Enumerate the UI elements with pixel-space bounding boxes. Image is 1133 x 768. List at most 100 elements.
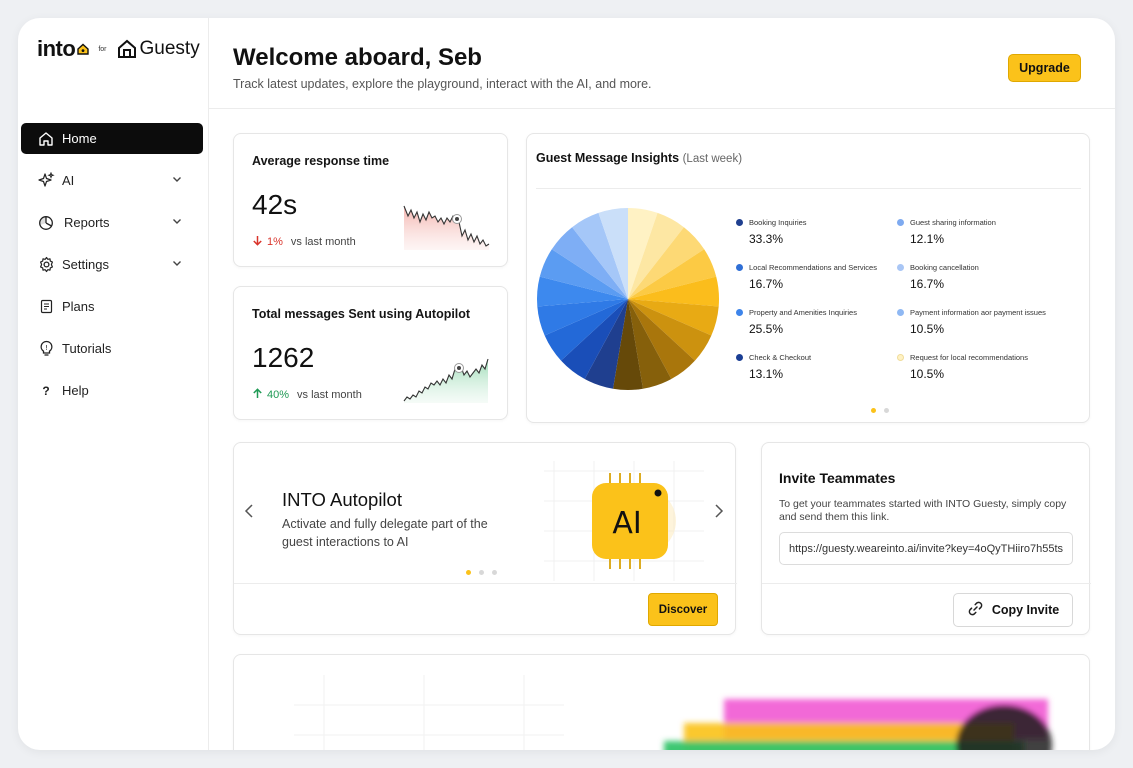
legend-item: Guest sharing information 12.1%	[897, 218, 1057, 246]
legend-label: Payment information aor payment issues	[910, 308, 1046, 317]
ai-chip-illustration: AI	[544, 461, 704, 581]
pager-dot[interactable]	[871, 408, 876, 413]
pie-slice[interactable]	[628, 299, 712, 361]
stat-value: 42s	[252, 189, 298, 220]
legend-value: 13.1%	[749, 367, 784, 381]
question-icon: ?	[42, 383, 50, 398]
sidebar-item-plans[interactable]: Plans	[21, 291, 203, 322]
sidebar-item-ai[interactable]: AI	[21, 165, 203, 196]
insights-period: (Last week)	[682, 153, 743, 165]
logo[interactable]: into for Guesty	[37, 36, 200, 62]
pie-slice[interactable]	[628, 299, 695, 380]
legend-value: 10.5%	[910, 367, 945, 381]
autopilot-title: INTO Autopilot	[282, 489, 402, 510]
insights-title: Guest Message Insights (Last week)	[536, 151, 742, 165]
pie-slice[interactable]	[628, 299, 719, 336]
clipboard-icon	[37, 298, 55, 316]
page-title: Welcome aboard, Seb	[233, 44, 482, 71]
legend-item: Local Recommendations and Services 16.7%	[736, 263, 896, 291]
autopilot-description: Activate and fully delegate part of the …	[282, 517, 488, 549]
guest-insights-card: Guest Message Insights (Last week) Booki…	[526, 133, 1090, 423]
pie-slice[interactable]	[628, 227, 705, 299]
invite-link-field[interactable]	[779, 532, 1073, 565]
legend-value: 12.1%	[910, 232, 945, 246]
sidebar-item-home[interactable]: Home	[21, 123, 203, 154]
sidebar-item-help[interactable]: ? Help	[21, 375, 203, 406]
pie-slice[interactable]	[628, 299, 672, 389]
guesty-house-icon	[117, 39, 136, 58]
promo-card	[233, 654, 1090, 750]
pie-slice[interactable]	[628, 212, 684, 299]
invite-card: Invite Teammates To get your teammates s…	[761, 442, 1091, 635]
pie-slice[interactable]	[628, 249, 717, 299]
legend-value: 33.3%	[749, 232, 784, 246]
autopilot-card: INTO Autopilot Activate and fully delega…	[233, 442, 737, 635]
insights-title-text: Guest Message Insights	[536, 151, 680, 165]
pager-dot[interactable]	[479, 570, 484, 575]
chevron-down-icon	[171, 257, 183, 272]
legend-item: Booking Inquiries 33.3%	[736, 218, 896, 246]
avg-response-card: Average response time 42s 1% vs last mon…	[233, 133, 508, 267]
sidebar-item-label: Settings	[62, 257, 109, 272]
legend-dot	[897, 354, 904, 361]
home-icon	[37, 130, 55, 148]
pie-slice[interactable]	[561, 299, 628, 380]
legend-dot	[897, 309, 904, 316]
pie-slice[interactable]	[544, 299, 628, 361]
insights-divider	[536, 188, 1081, 189]
sidebar-item-label: Tutorials	[62, 341, 112, 356]
legend-label: Check & Checkout	[749, 353, 812, 362]
pie-slice[interactable]	[598, 208, 628, 299]
ai-chip-label: AI	[612, 506, 641, 541]
guesty-wordmark: Guesty	[139, 38, 200, 59]
chevron-right-icon[interactable]	[714, 503, 724, 524]
copy-invite-button[interactable]: Copy Invite	[953, 593, 1073, 627]
into-logo: into	[37, 36, 90, 62]
upgrade-button[interactable]: Upgrade	[1008, 54, 1081, 82]
pie-slice[interactable]	[536, 276, 628, 307]
sidebar-item-settings[interactable]: Settings	[21, 249, 203, 280]
pager-dot[interactable]	[466, 570, 471, 575]
delta-percent: 40%	[267, 389, 290, 401]
discover-button[interactable]: Discover	[648, 593, 718, 626]
legend-dot	[736, 264, 743, 271]
invite-description: To get your teammates started with INTO …	[779, 498, 1067, 523]
pie-slice[interactable]	[539, 249, 628, 299]
legend-dot	[736, 309, 743, 316]
chevron-down-icon	[171, 173, 183, 188]
header-divider	[209, 108, 1115, 109]
insights-pie-chart	[536, 208, 720, 391]
legend-value: 16.7%	[749, 277, 784, 291]
sidebar-item-tutorials[interactable]: ! Tutorials	[21, 333, 203, 364]
invite-title: Invite Teammates	[779, 470, 896, 486]
stat-delta: 1% vs last month	[252, 235, 356, 249]
gear-icon	[37, 256, 55, 274]
pager-dot[interactable]	[492, 570, 497, 575]
pie-slice[interactable]	[628, 276, 720, 307]
pie-slice[interactable]	[551, 227, 628, 299]
arrow-up-icon	[252, 388, 263, 402]
sidebar-item-reports[interactable]: Reports	[21, 207, 203, 238]
sidebar-item-label: Home	[62, 131, 97, 146]
pie-slice[interactable]	[613, 299, 643, 391]
sidebar: into for Guesty Home	[18, 18, 209, 750]
page-subtitle: Track latest updates, explore the playgr…	[233, 77, 652, 91]
delta-text: vs last month	[290, 236, 356, 248]
pie-slice[interactable]	[572, 212, 628, 299]
sidebar-item-label: Reports	[64, 215, 110, 230]
legend-label: Booking cancellation	[910, 263, 979, 272]
pie-slice[interactable]	[537, 299, 628, 336]
guesty-logo: Guesty	[117, 38, 200, 60]
legend-item: Check & Checkout 13.1%	[736, 353, 896, 381]
stat-title: Total messages Sent using Autopilot	[252, 307, 471, 321]
legend-dot	[897, 219, 904, 226]
pie-slice[interactable]	[628, 208, 658, 299]
legend-value: 25.5%	[749, 322, 784, 336]
delta-text: vs last month	[297, 389, 362, 401]
pie-slice[interactable]	[584, 299, 628, 389]
messages-sparkline	[403, 358, 489, 403]
chevron-left-icon[interactable]	[244, 503, 254, 524]
pager-dot[interactable]	[884, 408, 889, 413]
stat-value: 1262	[252, 342, 315, 373]
card-divider	[762, 583, 1091, 584]
